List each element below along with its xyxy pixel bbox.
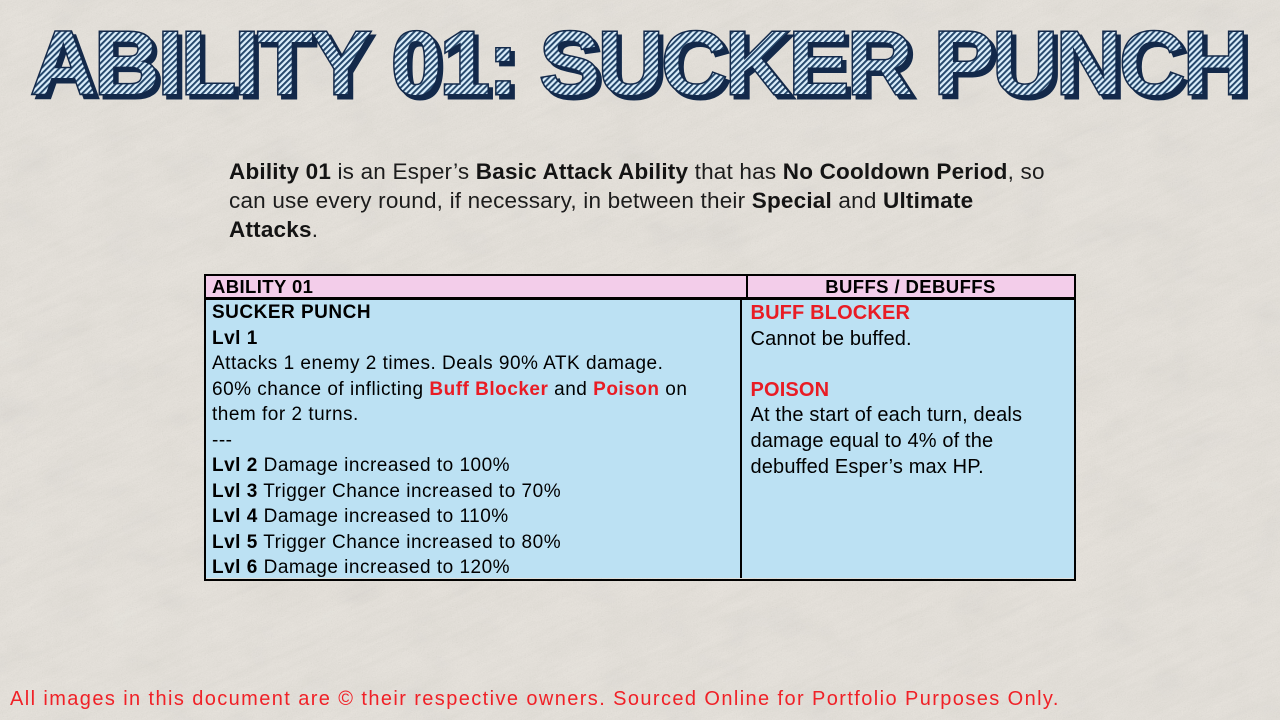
svg-text:ABILITY 01: SUCKER PUNCH: ABILITY 01: SUCKER PUNCH [35,18,1251,118]
svg-text:ABILITY 01: SUCKER PUNCH: ABILITY 01: SUCKER PUNCH [31,14,1247,114]
